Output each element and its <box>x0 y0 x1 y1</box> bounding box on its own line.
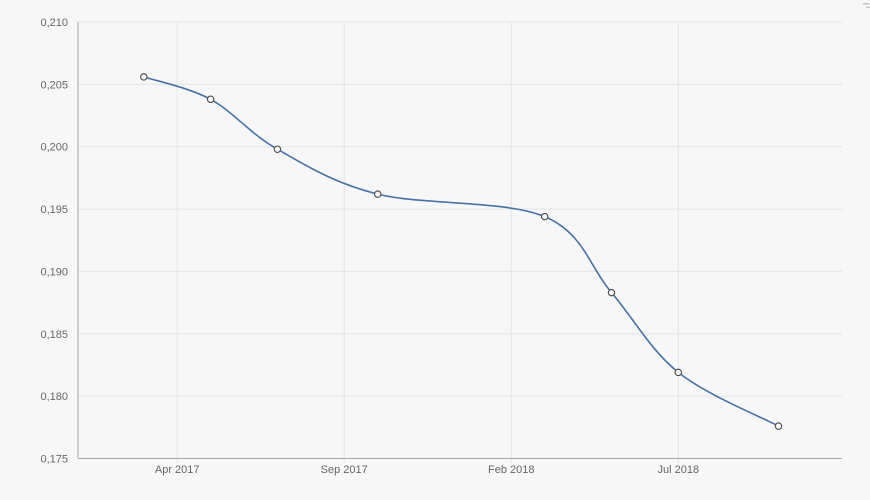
data-point-marker[interactable] <box>273 145 282 153</box>
data-point-marker[interactable] <box>674 368 683 377</box>
y-tick-label: 0,205 <box>40 79 68 91</box>
data-point-marker[interactable] <box>206 95 215 104</box>
y-tick-label: 0,175 <box>40 454 68 466</box>
data-point-marker[interactable] <box>607 288 616 297</box>
data-point-marker[interactable] <box>140 73 148 81</box>
y-tick-label: 0,210 <box>40 17 68 29</box>
data-point-marker[interactable] <box>540 212 549 221</box>
y-tick-label: 0,190 <box>40 266 68 278</box>
x-tick-label: Apr 2017 <box>155 464 200 476</box>
corner-artifact <box>866 6 870 9</box>
series-line <box>143 76 780 427</box>
x-tick-label: Jul 2018 <box>658 464 700 476</box>
x-tick-label: Sep 2017 <box>321 464 368 476</box>
x-tick-label: Feb 2018 <box>488 464 534 476</box>
data-point-marker[interactable] <box>373 190 382 198</box>
y-tick-label: 0,195 <box>40 204 68 216</box>
data-point-marker[interactable] <box>774 422 783 430</box>
y-tick-label: 0,200 <box>40 142 68 154</box>
y-tick-label: 0,185 <box>40 329 68 341</box>
y-tick-label: 0,180 <box>40 391 68 403</box>
corner-artifact <box>863 3 869 5</box>
